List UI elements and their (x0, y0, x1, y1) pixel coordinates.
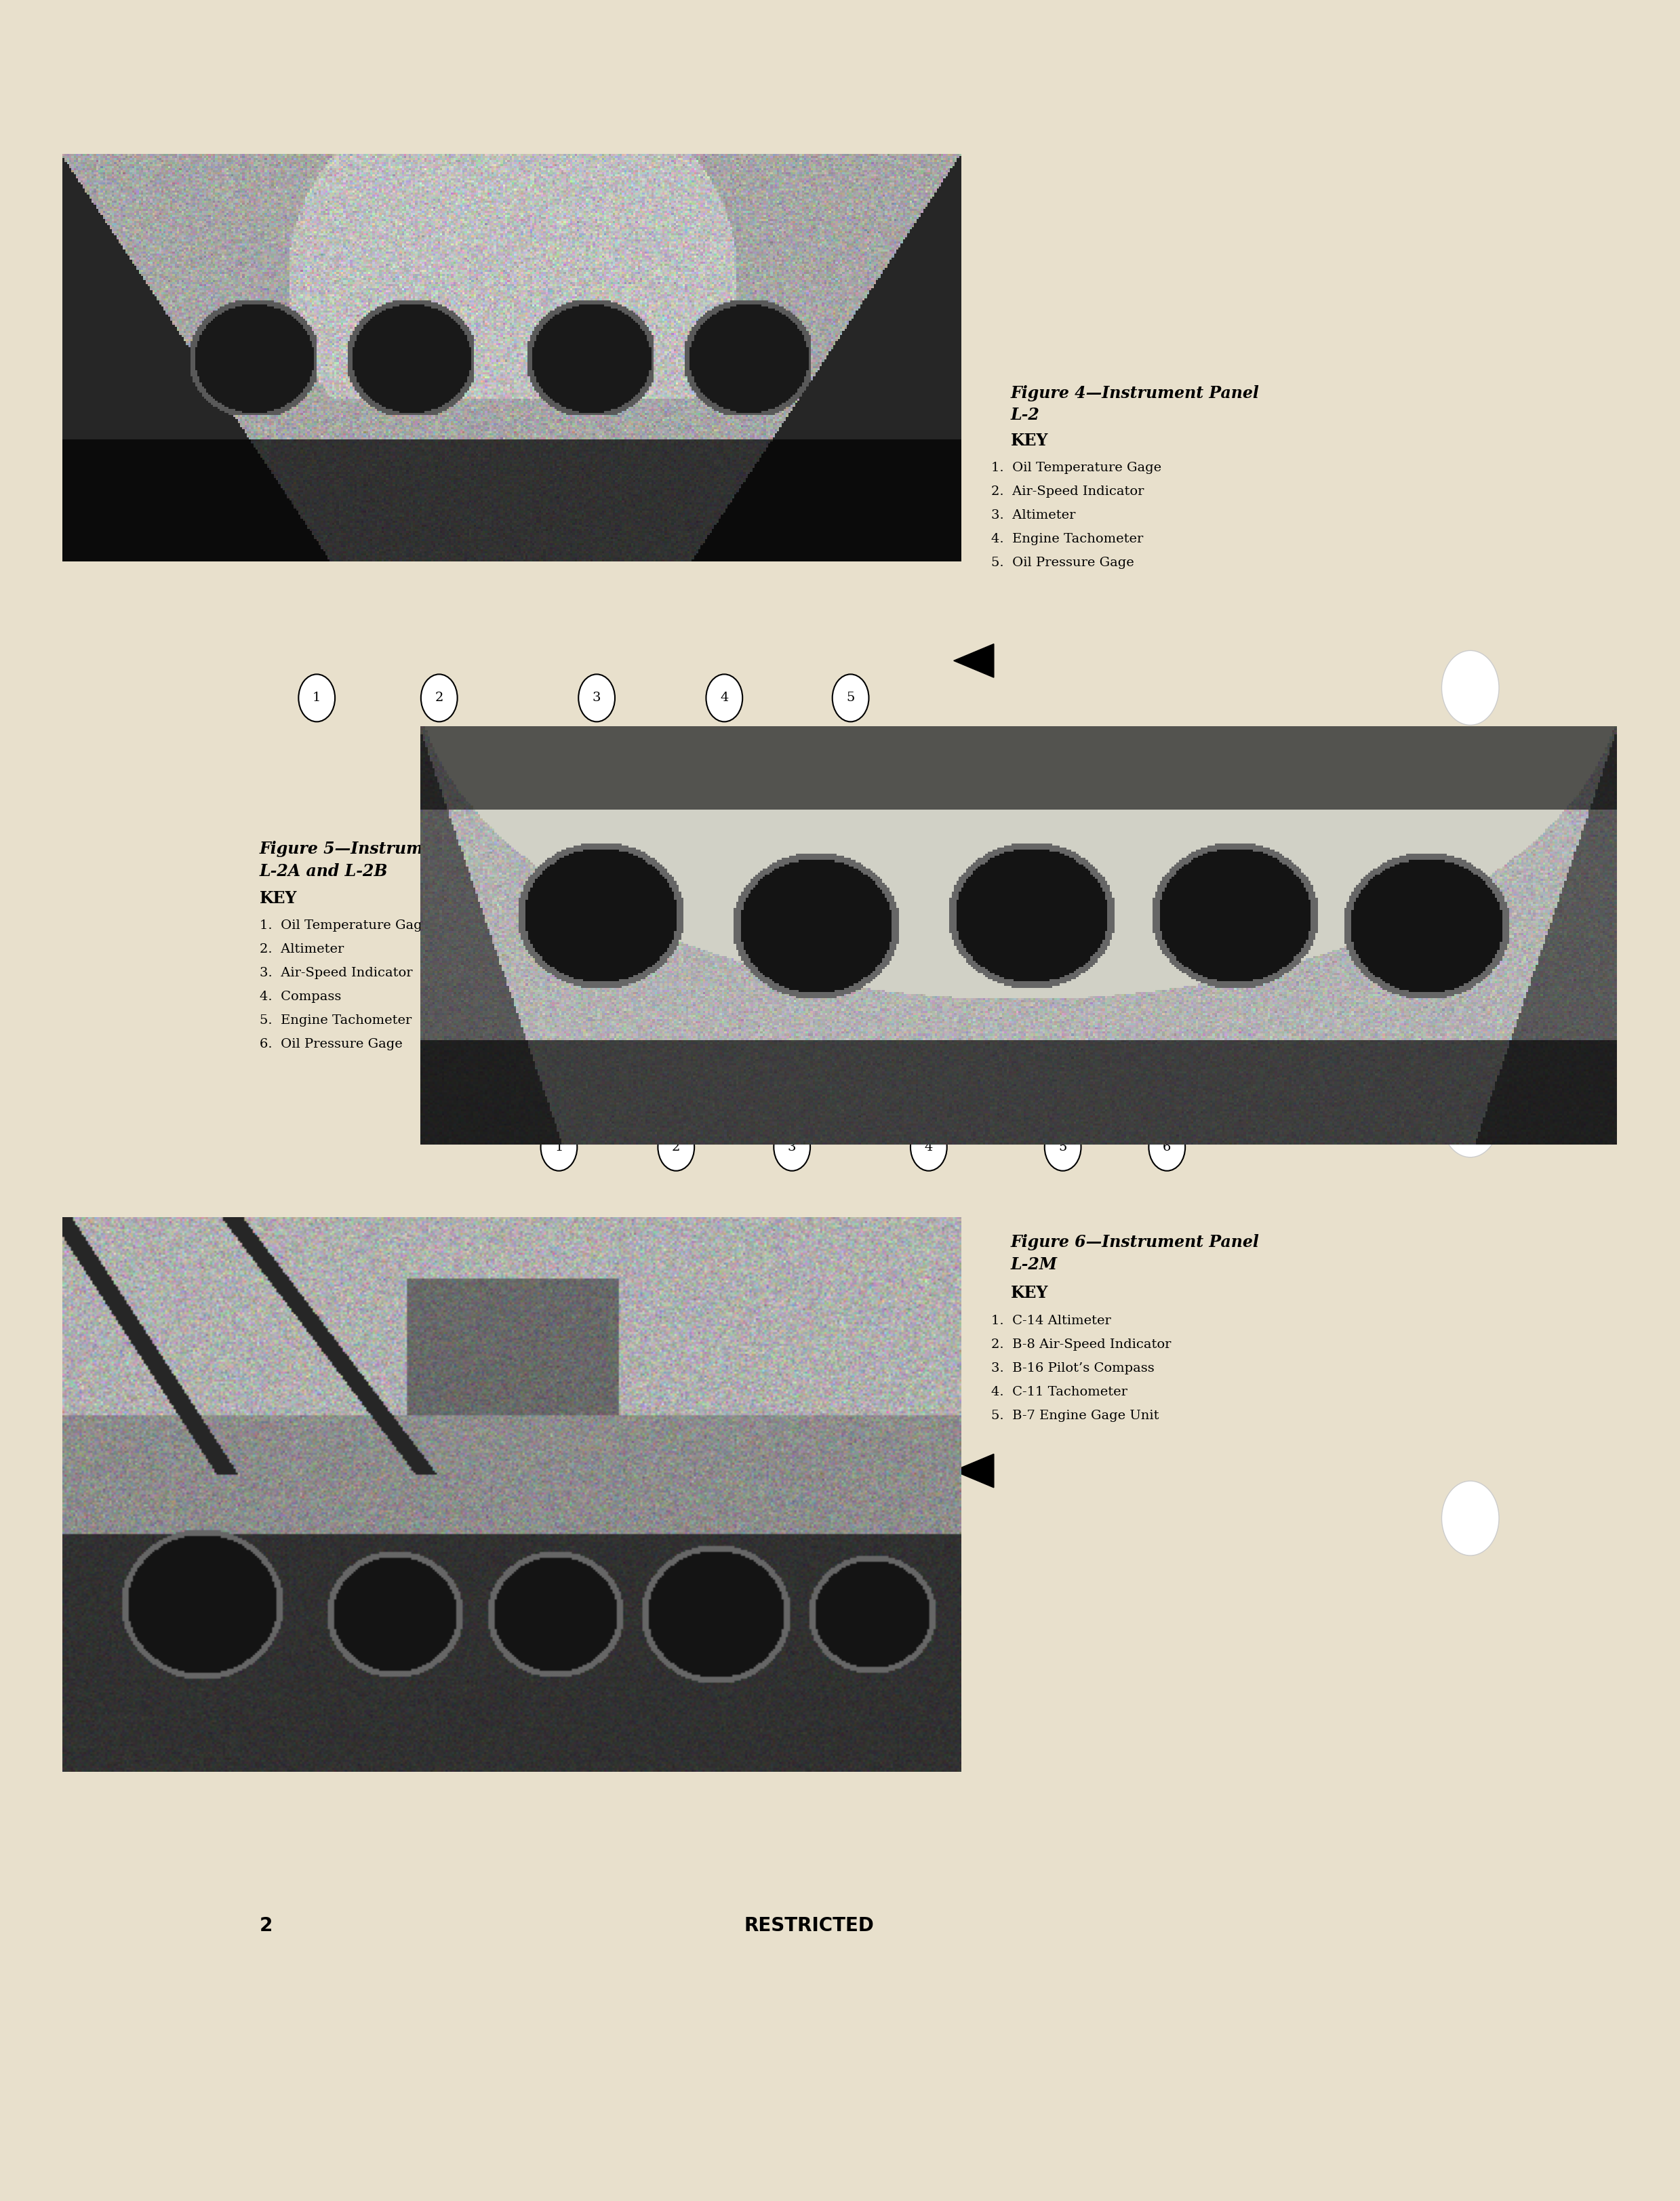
Text: RESTRICTED: RESTRICTED (738, 297, 880, 317)
Polygon shape (954, 1455, 995, 1488)
Text: 2.  Altimeter: 2. Altimeter (259, 944, 344, 955)
Circle shape (1045, 1123, 1080, 1171)
Text: 3: 3 (593, 691, 601, 704)
Text: Figure 5—Instrument Panel: Figure 5—Instrument Panel (259, 841, 509, 856)
Text: 5.  Oil Pressure Gage: 5. Oil Pressure Gage (991, 557, 1134, 570)
Text: 3: 3 (788, 1140, 796, 1153)
Text: 1.  Oil Temperature Gage: 1. Oil Temperature Gage (991, 462, 1161, 473)
Text: 4: 4 (672, 1624, 680, 1635)
Circle shape (659, 1123, 694, 1171)
Text: 5.  B-7 Engine Gage Unit: 5. B-7 Engine Gage Unit (991, 1409, 1159, 1422)
Circle shape (911, 1123, 948, 1171)
Text: L-2A and L-2B: L-2A and L-2B (259, 863, 388, 880)
Circle shape (299, 1607, 334, 1653)
Text: 3.  B-16 Pilot’s Compass: 3. B-16 Pilot’s Compass (991, 1362, 1154, 1373)
Text: 4.  Compass: 4. Compass (259, 990, 341, 1004)
Text: 4.  Engine Tachometer: 4. Engine Tachometer (991, 533, 1142, 546)
Text: Figure 6—Instrument Panel: Figure 6—Instrument Panel (1011, 1235, 1260, 1250)
Text: RESTRICTED: RESTRICTED (744, 1917, 874, 1935)
Text: 2: 2 (435, 691, 444, 704)
Circle shape (1441, 651, 1499, 724)
Text: 2.  Air-Speed Indicator: 2. Air-Speed Indicator (991, 486, 1144, 497)
Text: 4: 4 (721, 691, 729, 704)
Text: 5: 5 (1058, 1140, 1067, 1153)
Circle shape (546, 1607, 583, 1653)
Text: AN 01-135DA-1: AN 01-135DA-1 (729, 313, 889, 332)
Text: 3: 3 (559, 1624, 568, 1635)
Text: 1.  C-14 Altimeter: 1. C-14 Altimeter (991, 1314, 1110, 1327)
Circle shape (1441, 1083, 1499, 1158)
Text: 5.  Engine Tachometer: 5. Engine Tachometer (259, 1015, 412, 1026)
Circle shape (578, 674, 615, 722)
Circle shape (659, 1607, 694, 1653)
Circle shape (1441, 1481, 1499, 1556)
Polygon shape (954, 645, 995, 678)
Text: 1: 1 (554, 1140, 563, 1153)
Text: 2.  B-8 Air-Speed Indicator: 2. B-8 Air-Speed Indicator (991, 1338, 1171, 1351)
Circle shape (299, 674, 334, 722)
Text: 6: 6 (1163, 1140, 1171, 1153)
Circle shape (706, 674, 743, 722)
Text: L-2: L-2 (1011, 407, 1040, 423)
Circle shape (774, 1123, 810, 1171)
Text: KEY: KEY (1011, 434, 1048, 449)
Text: 3.  Altimeter: 3. Altimeter (991, 508, 1075, 522)
Text: 2: 2 (672, 1140, 680, 1153)
Text: 6.  Oil Pressure Gage: 6. Oil Pressure Gage (259, 1039, 402, 1050)
Circle shape (541, 1123, 578, 1171)
Text: 3.  Air-Speed Indicator: 3. Air-Speed Indicator (259, 966, 412, 979)
Text: Section I: Section I (259, 306, 353, 326)
Text: 5: 5 (847, 691, 855, 704)
Text: 4: 4 (924, 1140, 932, 1153)
Circle shape (447, 1607, 484, 1653)
Text: 4.  C-11 Tachometer: 4. C-11 Tachometer (991, 1387, 1127, 1398)
Text: 2: 2 (259, 1917, 272, 1935)
Circle shape (791, 1607, 827, 1653)
Text: KEY: KEY (1011, 1285, 1048, 1301)
Circle shape (832, 674, 869, 722)
Polygon shape (477, 1017, 517, 1050)
Text: 5: 5 (805, 1624, 813, 1635)
Text: KEY: KEY (259, 889, 297, 907)
Text: 1: 1 (312, 1624, 321, 1635)
Text: 1.  Oil Temperature Gage: 1. Oil Temperature Gage (259, 920, 430, 931)
Text: L-2M: L-2M (1011, 1257, 1057, 1272)
Circle shape (1149, 1123, 1184, 1171)
Text: 2: 2 (460, 1624, 469, 1635)
Text: 1: 1 (312, 691, 321, 704)
Circle shape (422, 674, 457, 722)
Text: Figure 4—Instrument Panel: Figure 4—Instrument Panel (1011, 385, 1260, 401)
